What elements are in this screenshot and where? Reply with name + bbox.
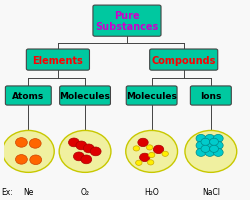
Circle shape xyxy=(195,149,205,157)
Circle shape xyxy=(212,142,222,150)
FancyBboxPatch shape xyxy=(126,86,176,106)
Circle shape xyxy=(139,153,149,162)
Circle shape xyxy=(200,139,209,146)
Circle shape xyxy=(73,152,84,161)
FancyBboxPatch shape xyxy=(5,86,51,106)
Circle shape xyxy=(2,131,54,172)
Circle shape xyxy=(212,149,222,157)
Circle shape xyxy=(209,139,218,146)
Circle shape xyxy=(195,142,205,150)
Text: Ions: Ions xyxy=(199,92,221,101)
Circle shape xyxy=(184,131,236,172)
Text: Molecules: Molecules xyxy=(59,92,110,101)
Circle shape xyxy=(16,155,27,164)
Circle shape xyxy=(195,135,205,143)
Text: Atoms: Atoms xyxy=(12,92,44,101)
Circle shape xyxy=(76,141,86,150)
Circle shape xyxy=(137,139,147,147)
Circle shape xyxy=(204,135,214,143)
Circle shape xyxy=(135,160,141,166)
Circle shape xyxy=(204,142,214,150)
Circle shape xyxy=(146,145,152,150)
Text: O₂: O₂ xyxy=(80,187,89,196)
Circle shape xyxy=(90,147,101,156)
Text: Pure
Substances: Pure Substances xyxy=(95,11,158,32)
Circle shape xyxy=(200,145,209,153)
Circle shape xyxy=(148,153,154,158)
Circle shape xyxy=(204,149,214,157)
Text: NaCl: NaCl xyxy=(201,187,219,196)
FancyBboxPatch shape xyxy=(26,50,89,71)
Circle shape xyxy=(147,160,153,165)
Text: Compounds: Compounds xyxy=(151,55,215,65)
Text: H₂O: H₂O xyxy=(144,187,158,196)
Circle shape xyxy=(209,145,218,153)
Circle shape xyxy=(83,144,94,153)
Circle shape xyxy=(161,151,168,157)
Text: Ex:: Ex: xyxy=(2,187,13,196)
FancyBboxPatch shape xyxy=(60,86,110,106)
Circle shape xyxy=(153,145,163,154)
FancyBboxPatch shape xyxy=(190,86,230,106)
FancyBboxPatch shape xyxy=(92,6,160,37)
Circle shape xyxy=(16,138,27,147)
Circle shape xyxy=(80,155,91,164)
Text: Elements: Elements xyxy=(32,55,83,65)
Circle shape xyxy=(59,131,110,172)
Circle shape xyxy=(125,131,177,172)
Circle shape xyxy=(30,155,42,165)
Circle shape xyxy=(29,139,41,148)
Circle shape xyxy=(132,146,139,151)
Text: Molecules: Molecules xyxy=(126,92,176,101)
FancyBboxPatch shape xyxy=(149,50,217,71)
Circle shape xyxy=(68,138,79,147)
Circle shape xyxy=(212,135,222,143)
Text: Ne: Ne xyxy=(23,187,33,196)
